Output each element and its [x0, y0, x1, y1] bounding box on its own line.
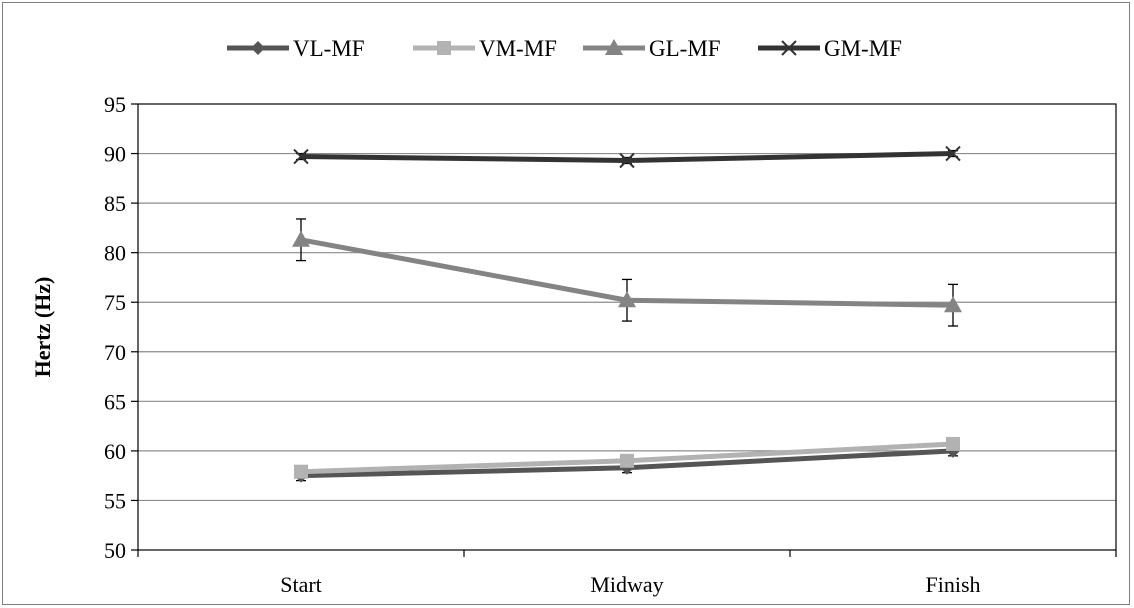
x-marker-stroke — [293, 148, 309, 165]
series-gm-mf — [293, 145, 961, 169]
legend-swatch-marker — [251, 41, 265, 55]
square-marker — [946, 436, 960, 451]
y-tick-label: 55 — [104, 488, 126, 513]
legend-entry-vm-mf: VM-MF — [413, 36, 557, 61]
legend-label: GL-MF — [649, 36, 721, 61]
y-tick-label: 70 — [104, 340, 126, 365]
y-tick-label: 90 — [104, 142, 126, 167]
y-tick-label: 65 — [104, 389, 126, 414]
x-tick-label: Start — [280, 572, 322, 597]
line-chart: VL-MF VM-MF GL-MF GM-MF 50 55 60 65 70 75 80 85 90 9… — [30, 36, 1117, 597]
x-marker-stroke — [945, 145, 961, 162]
data-point — [618, 291, 636, 308]
legend-swatch-marker — [605, 39, 623, 55]
plot-area-border — [137, 103, 1117, 551]
square-marker — [437, 41, 451, 55]
legend-label: GM-MF — [824, 36, 902, 61]
y-tick-label: 85 — [104, 191, 126, 216]
data-point — [293, 148, 309, 165]
x-marker-stroke — [619, 152, 635, 169]
data-point — [944, 296, 962, 313]
y-tick-label: 95 — [104, 92, 126, 117]
x-marker-stroke — [781, 40, 797, 56]
data-point — [619, 152, 635, 169]
y-axis-title: Hertz (Hz) — [30, 277, 55, 378]
triangle-marker — [292, 230, 310, 247]
legend-entry-gl-mf: GL-MF — [583, 36, 721, 61]
legend-swatch-marker — [781, 40, 797, 56]
triangle-marker — [605, 39, 623, 55]
y-tick-label: 75 — [104, 290, 126, 315]
triangle-marker — [618, 291, 636, 308]
data-point — [292, 230, 310, 247]
legend-label: VM-MF — [479, 36, 557, 61]
y-tick-label: 60 — [104, 439, 126, 464]
square-marker — [620, 453, 634, 468]
x-axis-ticks: Start Midway Finish — [137, 550, 1117, 597]
data-point — [620, 453, 634, 468]
series-layer — [292, 145, 962, 483]
legend-entry-gm-mf: GM-MF — [758, 36, 902, 61]
y-tick-label: 50 — [104, 538, 126, 563]
data-point — [946, 436, 960, 451]
triangle-marker — [944, 296, 962, 313]
diamond-marker — [251, 41, 265, 55]
y-tick-label: 80 — [104, 241, 126, 266]
legend-entry-vl-mf: VL-MF — [227, 36, 365, 61]
series-gl-mf — [292, 218, 962, 327]
legend-swatch-marker — [437, 41, 451, 55]
x-tick-label: Finish — [925, 572, 980, 597]
data-point — [294, 464, 308, 479]
data-point — [945, 145, 961, 162]
y-axis-ticks: 50 55 60 65 70 75 80 85 90 95 — [104, 92, 138, 563]
legend-label: VL-MF — [293, 36, 365, 61]
legend: VL-MF VM-MF GL-MF GM-MF — [227, 36, 902, 61]
square-marker — [294, 464, 308, 479]
gridlines — [138, 152, 1116, 502]
x-tick-label: Midway — [590, 572, 663, 597]
series-vm-mf — [294, 436, 960, 479]
